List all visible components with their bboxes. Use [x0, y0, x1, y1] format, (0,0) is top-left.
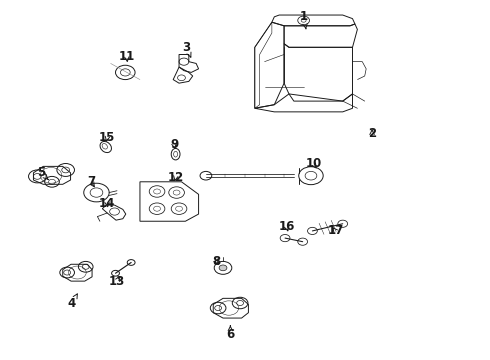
Text: 4: 4: [68, 294, 77, 310]
Text: 9: 9: [170, 138, 178, 151]
Text: 17: 17: [327, 224, 343, 238]
Text: 1: 1: [299, 10, 308, 29]
Text: 16: 16: [278, 220, 294, 233]
Text: 14: 14: [99, 197, 116, 210]
Text: 8: 8: [213, 255, 221, 268]
Text: 6: 6: [226, 325, 235, 341]
Text: 10: 10: [305, 157, 321, 170]
Text: 12: 12: [168, 171, 184, 184]
Text: 7: 7: [87, 175, 95, 188]
Text: 13: 13: [109, 275, 125, 288]
Text: 15: 15: [99, 131, 116, 144]
Circle shape: [219, 265, 227, 271]
Text: 3: 3: [182, 41, 191, 57]
Text: 11: 11: [119, 50, 135, 63]
Text: 5: 5: [37, 166, 48, 180]
Text: 2: 2: [368, 127, 376, 140]
